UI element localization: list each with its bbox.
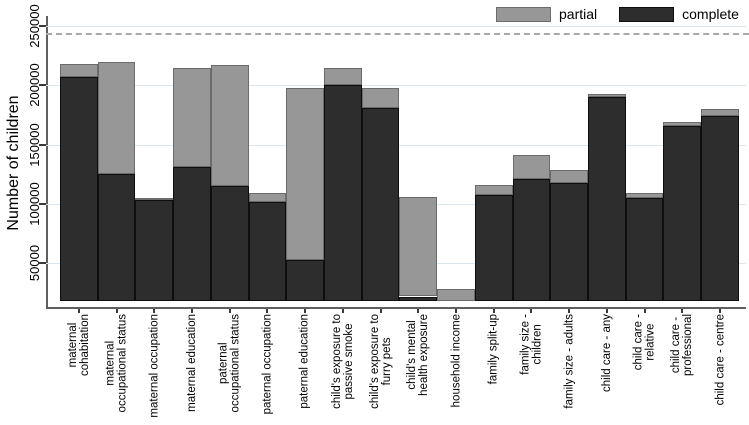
bar-segment-partial-maternal-occupational-status — [97, 61, 136, 175]
legend: partial complete — [496, 6, 739, 22]
x-tick-child-care-centre — [718, 309, 721, 313]
bar-segment-complete-child-care-any — [587, 97, 626, 301]
x-tick-child-care-relative — [643, 309, 646, 313]
x-category-label-child-s-mental-health-exposure: child's mental health exposure — [406, 314, 431, 396]
x-category-label-maternal-occupation: maternal occupation — [148, 314, 161, 418]
bar-segment-complete-child-care-centre — [701, 116, 739, 301]
bar-segment-complete-family-split-up — [474, 194, 513, 301]
bar-segment-partial-family-split-up — [474, 185, 513, 195]
bar-segment-partial-child-s-exposure-to-passive-smoke — [323, 67, 362, 86]
bar-segment-complete-child-s-mental-health-exposure — [399, 296, 438, 301]
plot-area — [46, 16, 746, 309]
x-tick-paternal-occupational-status — [228, 309, 231, 313]
bar-segment-partial-paternal-education — [286, 87, 324, 260]
x-tick-household-income — [454, 309, 457, 313]
bar-segment-complete-child-s-exposure-to-furry-pets — [361, 107, 400, 301]
x-category-label-paternal-occupational-status: paternal occupational status — [217, 314, 242, 413]
x-tick-family-split-up — [492, 309, 495, 313]
x-tick-child-s-exposure-to-furry-pets — [379, 309, 382, 313]
x-tick-maternal-education — [190, 309, 193, 313]
bar-segment-complete-child-s-exposure-to-passive-smoke — [323, 85, 362, 301]
legend-item-partial: partial — [496, 6, 597, 22]
x-category-label-family-size-adults: family size - adults — [563, 314, 576, 409]
bar-segment-complete-family-size-adults — [550, 182, 588, 301]
bar-segment-partial-child-s-exposure-to-furry-pets — [361, 87, 400, 108]
x-tick-paternal-occupation — [266, 309, 269, 313]
x-tick-child-care-any — [605, 309, 608, 313]
y-tick-150000 — [39, 143, 46, 146]
reference-dashed-line — [46, 33, 749, 36]
bar-segment-partial-family-size-adults — [550, 169, 588, 183]
bar-segment-partial-maternal-education — [173, 67, 211, 168]
x-category-label-family-size-children: family size - children — [519, 314, 544, 375]
x-category-label-maternal-education: maternal education — [186, 314, 198, 412]
x-category-label-child-care-relative: child care - relative — [632, 314, 657, 371]
gridline-250000 — [46, 26, 746, 28]
x-category-label-child-care-professional: child care - professional — [670, 314, 695, 377]
legend-label-complete: complete — [682, 6, 739, 22]
bar-segment-complete-maternal-education — [173, 167, 211, 301]
y-tick-50000 — [39, 262, 46, 265]
bar-segment-complete-child-care-professional — [663, 125, 702, 301]
x-category-label-paternal-education: paternal education — [299, 314, 312, 409]
bar-segment-partial-child-s-mental-health-exposure — [399, 196, 438, 297]
bar-segment-complete-paternal-education — [286, 259, 324, 301]
x-tick-child-care-professional — [681, 309, 684, 313]
bar-segment-partial-household-income — [437, 289, 475, 301]
x-category-label-paternal-occupation: paternal occupation — [261, 314, 274, 415]
x-tick-maternal-cohabitation — [77, 309, 80, 313]
x-tick-maternal-occupational-status — [115, 309, 118, 313]
x-category-label-household-income: household income — [449, 314, 462, 408]
legend-label-partial: partial — [559, 6, 598, 22]
x-tick-family-size-adults — [568, 309, 571, 313]
bar-segment-partial-maternal-occupation — [135, 198, 174, 201]
y-tick-200000 — [39, 84, 46, 87]
legend-swatch-partial — [496, 6, 551, 22]
bar-segment-complete-child-care-relative — [625, 198, 664, 301]
legend-item-complete: complete — [619, 6, 739, 22]
bar-segment-partial-paternal-occupation — [248, 193, 287, 202]
y-axis-title: Number of children — [5, 95, 22, 231]
bar-segment-partial-family-size-children — [512, 155, 551, 180]
bar-segment-complete-family-size-children — [512, 179, 551, 301]
x-category-label-maternal-occupational-status: maternal occupational status — [104, 314, 129, 413]
x-tick-paternal-education — [304, 309, 307, 313]
x-category-label-child-s-exposure-to-furry-pets: child's exposure to furry pets — [368, 314, 393, 409]
bar-segment-partial-child-care-any — [587, 93, 626, 98]
gridline-200000 — [46, 85, 746, 87]
y-tick-250000 — [39, 25, 46, 28]
x-tick-maternal-occupation — [153, 309, 156, 313]
x-tick-family-size-children — [530, 309, 533, 313]
bar-segment-partial-maternal-cohabitation — [60, 64, 98, 78]
x-category-label-family-split-up: family split-up — [487, 314, 500, 385]
x-tick-child-s-mental-health-exposure — [417, 309, 420, 313]
x-category-label-child-s-exposure-to-passive-smoke: child's exposure to passive smoke — [330, 314, 355, 409]
y-tick-100000 — [39, 203, 46, 205]
x-category-label-maternal-cohabitation: maternal cohabitation — [66, 314, 91, 377]
x-tick-child-s-exposure-to-passive-smoke — [341, 309, 344, 313]
x-category-label-child-care-centre: child care - centre — [713, 314, 726, 406]
bar-segment-partial-child-care-professional — [663, 122, 702, 126]
y-tick-label-250000: 250000 — [27, 4, 42, 48]
bar-segment-complete-maternal-occupation — [135, 200, 174, 301]
legend-swatch-complete — [619, 6, 675, 22]
bar-segment-complete-maternal-occupational-status — [97, 174, 136, 301]
bar-segment-complete-maternal-cohabitation — [60, 77, 98, 301]
bar-segment-partial-paternal-occupational-status — [210, 65, 249, 187]
bar-segment-complete-paternal-occupation — [248, 201, 287, 301]
bar-segment-partial-child-care-centre — [701, 109, 739, 117]
bar-segment-partial-child-care-relative — [625, 193, 664, 199]
x-category-label-child-care-any: child care - any — [600, 314, 613, 392]
bar-segment-complete-paternal-occupational-status — [210, 186, 249, 301]
